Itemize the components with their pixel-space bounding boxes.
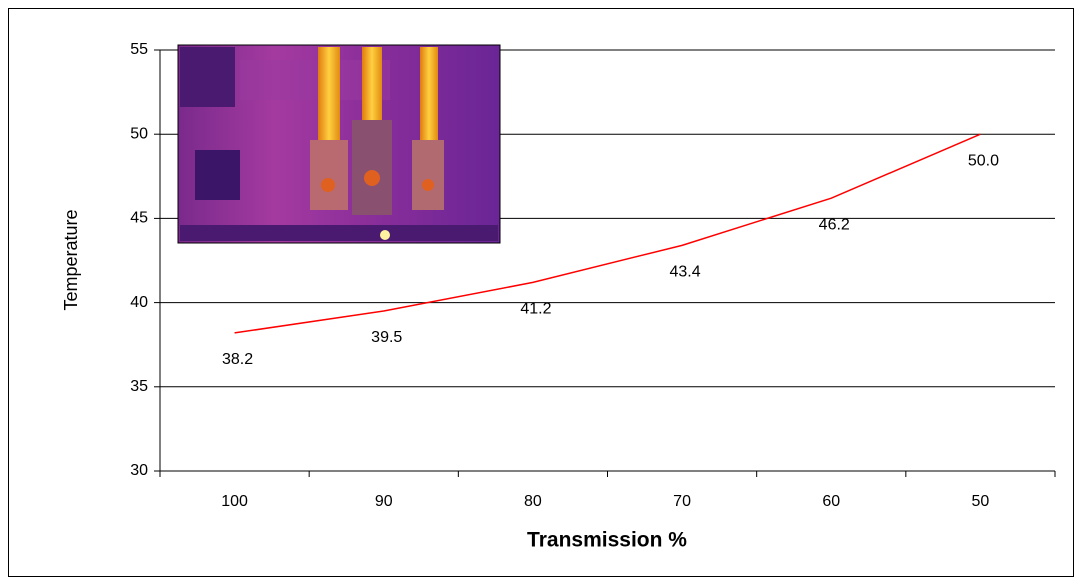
y-tick-label: 40 [130,294,148,311]
value-label: 41.2 [520,301,551,318]
y-tick-label: 35 [130,378,148,395]
thermal-image [178,45,500,243]
value-label: 43.4 [670,264,701,281]
value-label: 38.2 [222,351,253,368]
value-label: 50.0 [968,152,999,169]
x-tick-label: 100 [221,493,248,510]
chart: 30 35 40 45 50 55 100 90 80 70 60 50 38.2 39.5 41.2 43.… [0,0,1081,584]
page: {"chart_data": {"type": "line", "x_label… [0,0,1081,584]
x-tick-label: 60 [822,493,840,510]
y-tick-label: 55 [130,41,148,58]
x-tick-label: 80 [524,493,542,510]
x-tick-label: 70 [673,493,691,510]
value-label: 46.2 [819,216,850,233]
y-tick-label: 50 [130,125,148,142]
frame [9,9,1074,577]
y-tick-label: 45 [130,210,148,227]
x-tick-label: 50 [972,493,990,510]
y-axis-title: Temperature [61,209,81,310]
value-label: 39.5 [371,329,402,346]
y-tick-label: 30 [130,462,148,479]
x-axis-title: Transmission % [527,529,687,552]
x-tick-label: 90 [375,493,393,510]
